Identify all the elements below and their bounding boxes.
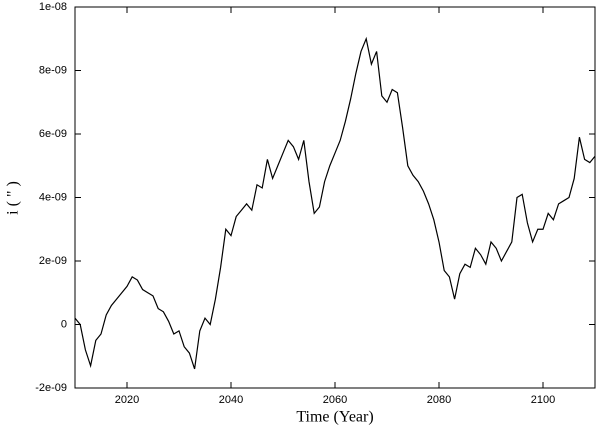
data-line <box>74 36 596 370</box>
y-tick-label: 4e-09 <box>39 191 67 203</box>
y-tick-label: 2e-09 <box>39 255 67 267</box>
x-tick-label: 2100 <box>531 394 555 406</box>
x-tick-label: 2040 <box>219 394 243 406</box>
y-tick-label: 8e-09 <box>39 64 67 76</box>
x-tick-label: 2020 <box>115 394 139 406</box>
y-tick-label: 1e-08 <box>39 1 67 13</box>
x-tick-label: 2080 <box>427 394 451 406</box>
y-tick-label: -2e-09 <box>35 382 67 394</box>
x-tick-label: 2060 <box>323 394 347 406</box>
y-axis-label: i ( " ) <box>5 181 22 215</box>
y-tick-label: 6e-09 <box>39 128 67 140</box>
y-tick-label: 0 <box>61 318 67 330</box>
x-axis-label: Time (Year) <box>296 409 373 426</box>
